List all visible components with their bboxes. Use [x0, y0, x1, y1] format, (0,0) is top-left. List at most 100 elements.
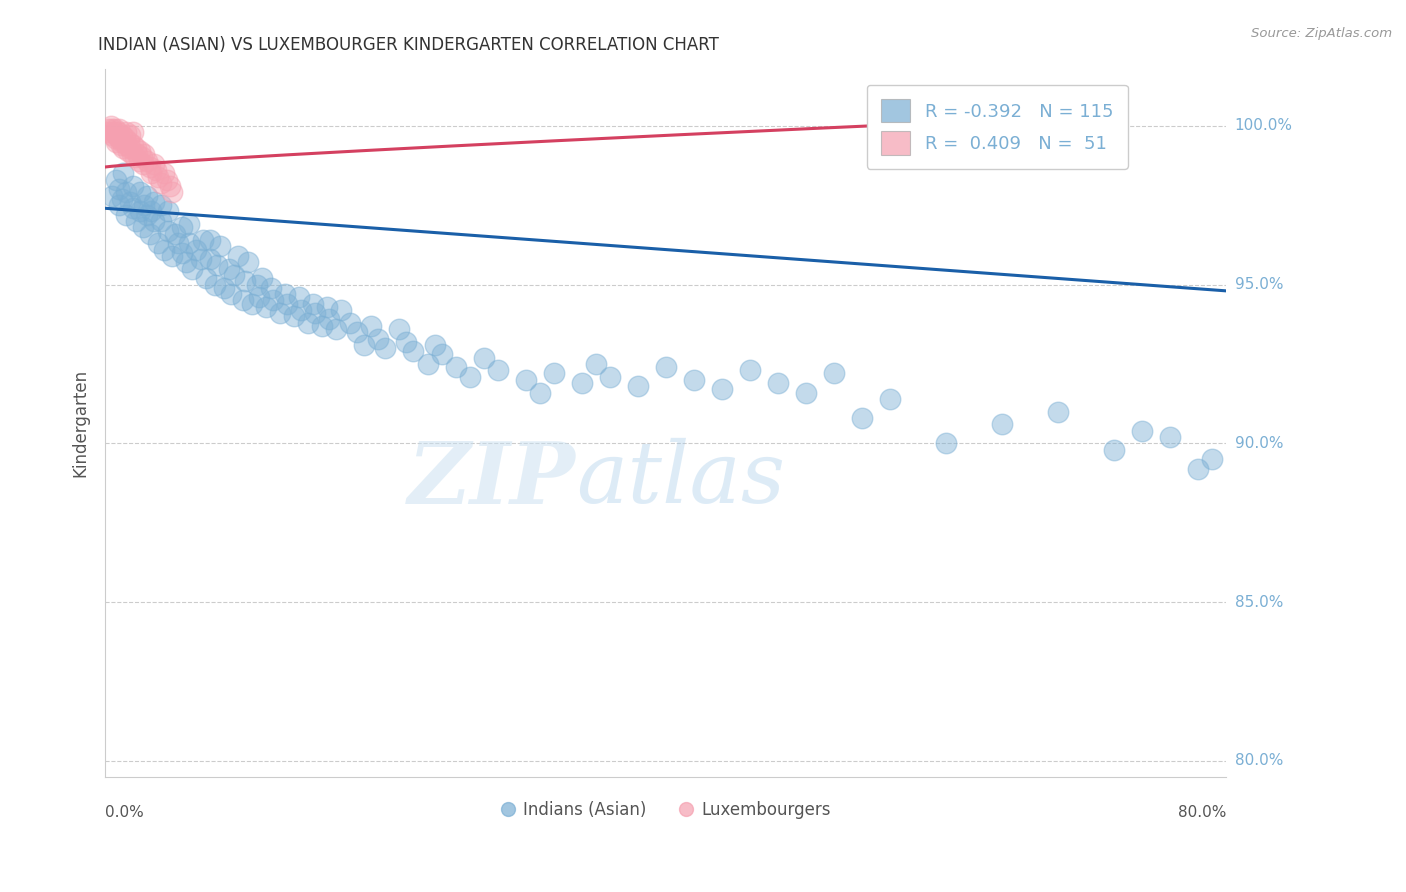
- Point: [150, 176, 173, 190]
- Point: [179, 236, 201, 251]
- Point: [179, 217, 201, 231]
- Point: [114, 131, 136, 145]
- Point: [143, 214, 166, 228]
- Point: [585, 357, 607, 371]
- Point: [290, 302, 312, 317]
- Point: [766, 376, 789, 390]
- Point: [150, 214, 173, 228]
- Point: [157, 204, 180, 219]
- Point: [143, 157, 166, 171]
- Text: 80.0%: 80.0%: [1178, 805, 1226, 820]
- Point: [118, 135, 141, 149]
- Point: [269, 306, 291, 320]
- Point: [311, 318, 333, 333]
- Point: [115, 137, 138, 152]
- Point: [682, 373, 704, 387]
- Point: [157, 223, 180, 237]
- Point: [108, 182, 131, 196]
- Point: [125, 214, 148, 228]
- Point: [125, 141, 148, 155]
- Point: [346, 325, 368, 339]
- Point: [141, 204, 163, 219]
- Point: [1159, 430, 1181, 444]
- Point: [458, 369, 481, 384]
- Point: [186, 243, 208, 257]
- Point: [402, 344, 425, 359]
- Point: [250, 271, 273, 285]
- Point: [172, 245, 194, 260]
- Point: [262, 293, 284, 308]
- Point: [139, 227, 162, 241]
- Point: [153, 243, 176, 257]
- Point: [228, 249, 250, 263]
- Point: [823, 367, 845, 381]
- Point: [181, 261, 204, 276]
- Point: [1047, 404, 1070, 418]
- Point: [98, 125, 121, 139]
- Point: [156, 172, 179, 186]
- Point: [879, 392, 901, 406]
- Point: [190, 252, 212, 266]
- Point: [195, 271, 218, 285]
- Point: [172, 220, 194, 235]
- Point: [165, 227, 187, 241]
- Point: [97, 121, 120, 136]
- Point: [472, 351, 495, 365]
- Point: [273, 287, 295, 301]
- Point: [232, 293, 254, 308]
- Point: [221, 287, 243, 301]
- Text: 0.0%: 0.0%: [105, 805, 143, 820]
- Y-axis label: Kindergarten: Kindergarten: [72, 368, 89, 476]
- Point: [120, 194, 142, 209]
- Point: [304, 306, 326, 320]
- Point: [131, 151, 153, 165]
- Point: [111, 135, 134, 149]
- Point: [143, 194, 166, 209]
- Point: [121, 147, 143, 161]
- Point: [122, 179, 145, 194]
- Point: [430, 347, 453, 361]
- Point: [283, 310, 305, 324]
- Point: [104, 131, 127, 145]
- Point: [200, 233, 222, 247]
- Point: [105, 135, 128, 149]
- Point: [162, 186, 184, 200]
- Point: [297, 316, 319, 330]
- Point: [176, 255, 198, 269]
- Point: [120, 141, 142, 155]
- Point: [167, 236, 190, 251]
- Point: [963, 121, 986, 136]
- Point: [1187, 462, 1209, 476]
- Point: [101, 128, 124, 143]
- Point: [122, 137, 145, 152]
- Point: [150, 198, 173, 212]
- Text: ZIP: ZIP: [408, 438, 576, 521]
- Point: [115, 186, 138, 200]
- Point: [122, 125, 145, 139]
- Point: [247, 290, 270, 304]
- Point: [367, 332, 389, 346]
- Point: [129, 204, 152, 219]
- Point: [122, 202, 145, 216]
- Point: [1102, 442, 1125, 457]
- Point: [1201, 452, 1223, 467]
- Point: [571, 376, 593, 390]
- Point: [209, 239, 232, 253]
- Point: [935, 436, 957, 450]
- Point: [124, 151, 146, 165]
- Point: [129, 186, 152, 200]
- Point: [416, 357, 439, 371]
- Point: [360, 318, 382, 333]
- Point: [200, 252, 222, 266]
- Point: [738, 363, 761, 377]
- Point: [111, 128, 134, 143]
- Point: [339, 316, 361, 330]
- Point: [388, 322, 411, 336]
- Point: [193, 233, 215, 247]
- Point: [627, 379, 650, 393]
- Point: [204, 277, 226, 292]
- Point: [329, 302, 352, 317]
- Point: [654, 360, 676, 375]
- Point: [236, 255, 259, 269]
- Point: [1005, 125, 1028, 139]
